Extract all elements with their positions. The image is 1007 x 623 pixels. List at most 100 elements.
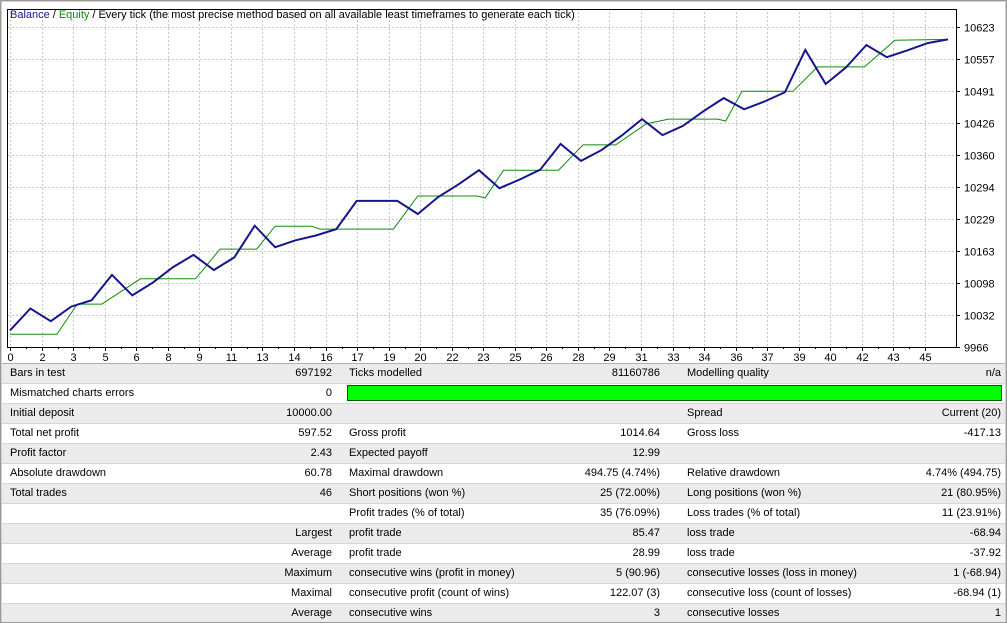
table-row: Average profit trade 28.99 loss trade -37.92 [2,544,1005,564]
svg-text:26: 26 [540,352,552,363]
chart-canvas: 10623 10557 10491 10426 10360 10294 10229 10163… [7,9,995,363]
svg-text:22: 22 [446,352,458,363]
balance-equity-chart: 10623 10557 10491 10426 10360 10294 10229 10163… [2,2,1005,363]
stat-label: Expected payoff [349,447,428,459]
stat-label: Loss trades (% of total) [687,507,801,519]
stat-label: consecutive losses (loss in money) [687,567,857,579]
stat-label: Total trades [10,487,67,499]
table-row: Mismatched charts errors 0 [2,384,1005,404]
table-row: Total net profit 597.52 Gross profit 1014.6… [2,424,1005,444]
svg-text:3: 3 [70,352,76,363]
stat-label: Spread [687,407,723,419]
svg-text:10294: 10294 [964,183,995,195]
stat-label: Total net profit [10,427,80,439]
stat-value: 5 (90.96) [615,567,660,579]
svg-text:9966: 9966 [964,343,988,355]
stat-label: Long positions (won %) [687,487,802,499]
stat-value: Largest [295,527,332,539]
stat-value: 35 (76.09%) [600,507,660,519]
stat-value: n/a [985,367,1001,379]
svg-text:10426: 10426 [964,119,995,131]
stat-value: 46 [319,487,332,499]
svg-text:13: 13 [256,352,268,363]
legend-method-text: Every tick (the most precise method base… [98,9,575,21]
svg-text:10491: 10491 [964,87,995,99]
stat-label: consecutive wins (profit in money) [349,567,515,579]
stat-label: loss trade [687,527,735,539]
svg-text:8: 8 [165,352,171,363]
stat-value: 1 [994,607,1001,619]
stat-value: Maximum [284,567,332,579]
svg-text:16: 16 [320,352,332,363]
stat-label: Relative drawdown [687,467,780,479]
table-row: Maximal consecutive profit (count of wins… [2,584,1005,604]
table-row: Bars in test 697192 Ticks modelled 81160786… [2,364,1005,384]
stat-value: -68.94 (1) [953,587,1001,599]
svg-text:10098: 10098 [964,279,995,291]
stat-label: Mismatched charts errors [10,387,135,399]
stat-label: consecutive loss (count of losses) [687,587,852,599]
stat-value: 494.75 (4.74%) [584,467,660,479]
svg-text:10229: 10229 [964,215,995,227]
stat-label [2,564,234,583]
svg-text:10557: 10557 [964,55,995,67]
stat-value [234,504,332,523]
stat-label: consecutive losses [687,607,780,619]
svg-text:0: 0 [7,352,13,363]
modelling-quality-bar-cell [332,384,1005,403]
legend-separator: / [52,9,56,21]
stat-value: 28.99 [632,547,660,559]
svg-text:10623: 10623 [964,23,995,35]
stat-label: Initial deposit [10,407,75,419]
svg-text:23: 23 [477,352,489,363]
svg-text:20: 20 [414,352,426,363]
stat-value: Maximal [291,587,332,599]
svg-text:42: 42 [856,352,868,363]
stat-value: 81160786 [611,367,660,379]
stat-value: -68.94 [969,527,1001,539]
stat-value: 10000.00 [286,407,332,419]
svg-text:45: 45 [919,352,931,363]
stat-label: Gross profit [349,427,406,439]
stat-value: 0 [325,387,332,399]
stat-value: 3 [653,607,660,619]
stat-label [332,404,544,423]
stat-label: Maximal drawdown [349,467,444,479]
svg-text:11: 11 [226,352,237,363]
svg-text:9: 9 [196,352,202,363]
stat-value [902,444,1005,463]
svg-text:10360: 10360 [964,151,995,163]
stat-label: profit trade [349,547,402,559]
table-row: Total trades 46 Short positions (won %) 25 … [2,484,1005,504]
stat-value: -417.13 [963,427,1001,439]
stat-label: consecutive profit (count of wins) [349,587,510,599]
stat-value: 1014.64 [620,427,660,439]
stat-label: Ticks modelled [349,367,422,379]
stat-label [2,584,234,603]
stat-label: Profit factor [10,447,67,459]
stat-label [2,504,234,523]
table-row: Largest profit trade 85.47 loss trade -68.94 [2,524,1005,544]
stat-value: 11 (23.91%) [941,507,1001,519]
svg-text:34: 34 [698,352,710,363]
table-row: Maximum consecutive wins (profit in money… [2,564,1005,584]
svg-text:10163: 10163 [964,247,995,259]
table-row: Initial deposit 10000.00 Spread Current (20… [2,404,1005,424]
stat-label: Absolute drawdown [10,467,107,479]
legend-separator: / [92,9,96,21]
stat-label: profit trade [349,527,402,539]
modelling-quality-bar [347,385,1002,401]
table-row: Average consecutive wins 3 consecutive loss… [2,604,1005,623]
chart-legend: Balance / Equity / Every tick (the most prec… [10,9,575,22]
svg-text:10032: 10032 [964,311,995,323]
stat-label: consecutive wins [349,607,433,619]
statistics-table: Bars in test 697192 Ticks modelled 81160786… [2,363,1005,623]
svg-text:6: 6 [133,352,139,363]
stat-label [660,444,902,463]
table-row: Profit trades (% of total) 35 (76.09%) Los… [2,504,1005,524]
svg-text:31: 31 [635,352,647,363]
svg-text:2: 2 [39,352,45,363]
svg-text:33: 33 [667,352,679,363]
svg-text:19: 19 [383,352,395,363]
